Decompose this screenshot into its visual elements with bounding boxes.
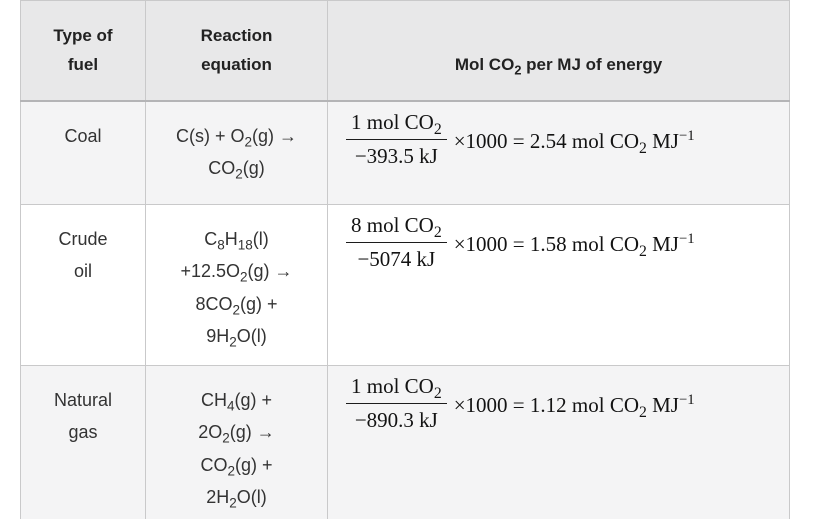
mol-co2-formula-cell: 8 mol CO2 −5074 kJ ×1000 = 1.58 mol CO2 MJ… (327, 204, 790, 366)
header-reaction-equation: Reaction equation (145, 0, 328, 102)
fraction-numerator: 1 mol CO2 (351, 109, 442, 138)
mol-co2-formula-cell: 1 mol CO2 −890.3 kJ ×1000 = 1.12 mol CO2 M… (327, 365, 790, 519)
table-row-coal: Coal C(s) + O2(g) → CO2(g) 1 mol CO2 −393.… (20, 100, 790, 205)
reaction-equation: C(s) + O2(g) → CO2(g) (145, 100, 328, 205)
fraction-denominator: −5074 kJ (346, 242, 447, 272)
reaction-equation: C8H18(l) +12.5O2(g) → 8CO2(g) +9H2O(l) (145, 204, 328, 366)
fraction-numerator: 8 mol CO2 (351, 213, 442, 242)
fuel-co2-table: Type of fuel Reaction equation Mol CO2 per… (20, 0, 790, 519)
reaction-equation: CH4(g) +2O2(g) → CO2(g) +2H2O(l) (145, 365, 328, 519)
fuel-name: Coal (20, 100, 146, 205)
header-type-of-fuel: Type of fuel (20, 0, 146, 102)
formula-result: ×1000 = 1.58 mol CO2 MJ−1 (453, 231, 695, 261)
fraction-denominator: −890.3 kJ (346, 403, 447, 433)
fuel-name: Natural gas (20, 365, 146, 519)
mol-co2-formula-cell: 1 mol CO2 −393.5 kJ ×1000 = 2.54 mol CO2 M… (327, 100, 790, 205)
header-mol-co2-per-mj: Mol CO2 per MJ of energy (327, 0, 790, 102)
fraction: 1 mol CO2 −393.5 kJ (346, 110, 447, 169)
formula-result: ×1000 = 1.12 mol CO2 MJ−1 (453, 392, 695, 422)
formula-result: ×1000 = 2.54 mol CO2 MJ−1 (453, 127, 695, 157)
fraction: 8 mol CO2 −5074 kJ (346, 213, 447, 272)
header-row: Type of fuel Reaction equation Mol CO2 per… (20, 0, 790, 102)
fraction-numerator: 1 mol CO2 (351, 374, 442, 403)
table-row-crude-oil: Crude oil C8H18(l) +12.5O2(g) → 8CO2(g) +9H… (20, 204, 790, 366)
fuel-name: Crude oil (20, 204, 146, 366)
fraction: 1 mol CO2 −890.3 kJ (346, 374, 447, 433)
fraction-denominator: −393.5 kJ (346, 138, 447, 169)
table-row-natural-gas: Natural gas CH4(g) +2O2(g) → CO2(g) +2H2O(… (20, 365, 790, 519)
